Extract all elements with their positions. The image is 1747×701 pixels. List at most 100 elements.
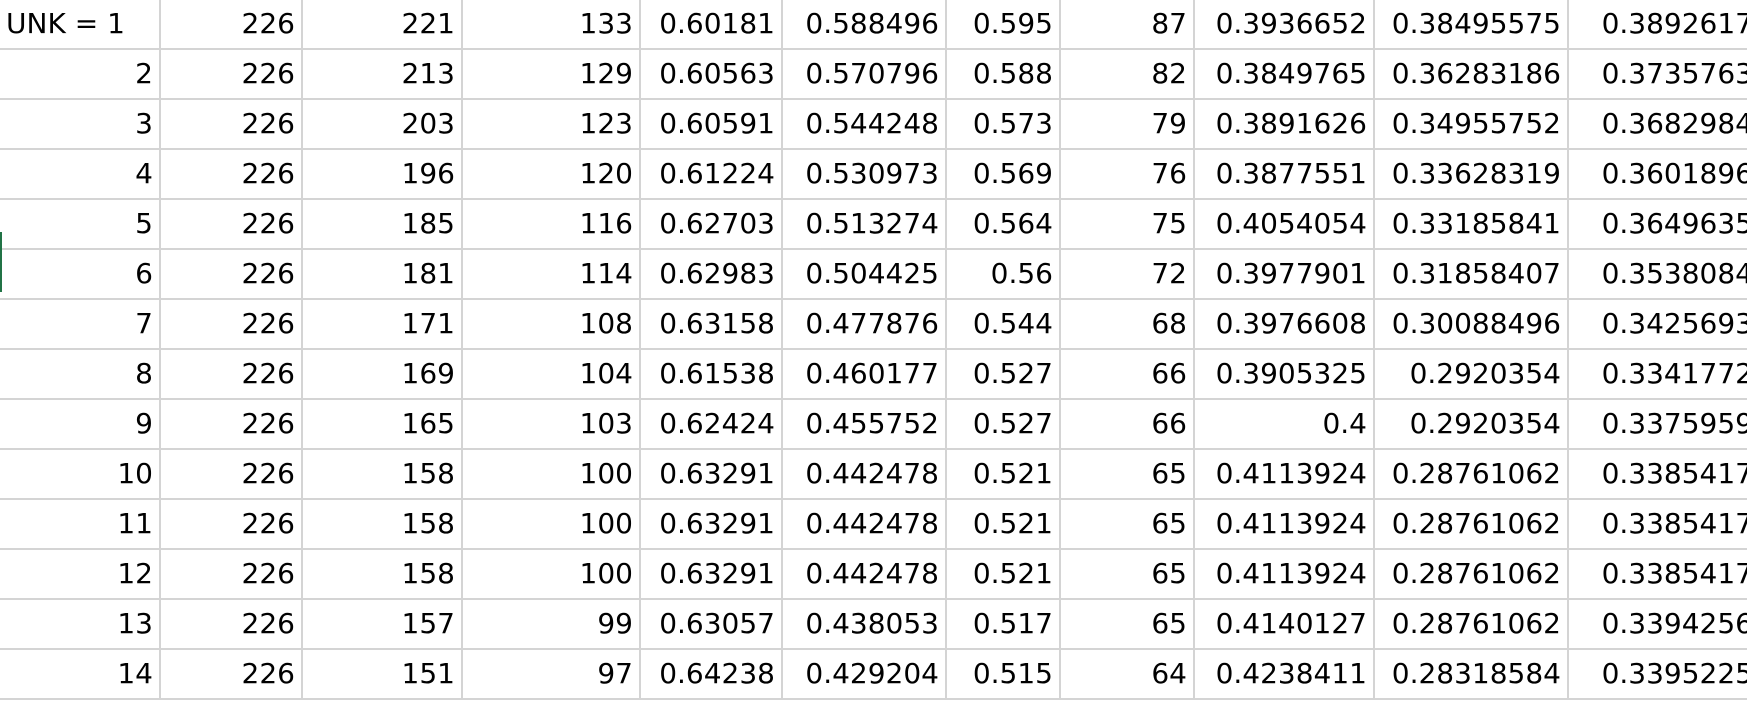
grid-cell[interactable]: 0.61224 [640,149,783,200]
grid-cell[interactable]: 0.4113924 [1194,499,1375,550]
grid-cell[interactable]: 100 [462,549,641,600]
grid-cell[interactable]: 7 [0,299,161,350]
grid-cell[interactable]: 6 [0,249,161,300]
grid-cell[interactable]: 0.429204 [782,649,947,700]
grid-cell[interactable]: 65 [1060,499,1195,550]
grid-cell[interactable]: 185 [302,199,463,250]
grid-cell[interactable]: 0.63291 [640,449,783,500]
grid-cell[interactable]: 0.3936652 [1194,0,1375,50]
grid-cell[interactable]: 226 [160,199,303,250]
grid-cell[interactable]: 0.3892617 [1568,0,1747,50]
grid-cell[interactable]: 0.527 [946,349,1061,400]
grid-cell[interactable]: 0.3735763 [1568,49,1747,100]
grid-cell[interactable]: 226 [160,149,303,200]
grid-cell[interactable]: 87 [1060,0,1195,50]
grid-cell[interactable]: 65 [1060,549,1195,600]
grid-cell[interactable]: 226 [160,499,303,550]
grid-cell[interactable]: 0.4113924 [1194,449,1375,500]
grid-cell[interactable]: 226 [160,399,303,450]
grid-cell[interactable]: 157 [302,599,463,650]
grid-cell[interactable]: 12 [0,549,161,600]
grid-cell[interactable]: 97 [462,649,641,700]
grid-cell[interactable]: 0.62703 [640,199,783,250]
grid-cell[interactable]: 0.4238411 [1194,649,1375,700]
grid-cell[interactable]: 79 [1060,99,1195,150]
grid-cell[interactable]: 158 [302,549,463,600]
grid-cell[interactable]: 226 [160,49,303,100]
grid-cell[interactable]: 0.3425693 [1568,299,1747,350]
grid-cell[interactable]: 0.504425 [782,249,947,300]
grid-cell[interactable]: 65 [1060,449,1195,500]
grid-cell[interactable]: 0.2920354 [1374,399,1569,450]
grid-cell[interactable]: 0.4 [1194,399,1375,450]
grid-cell[interactable]: 75 [1060,199,1195,250]
grid-cell[interactable]: 129 [462,49,641,100]
grid-cell[interactable]: 8 [0,349,161,400]
grid-cell[interactable]: 0.62424 [640,399,783,450]
grid-cell[interactable]: 0.3538084 [1568,249,1747,300]
grid-cell[interactable]: 100 [462,449,641,500]
grid-cell[interactable]: 0.530973 [782,149,947,200]
grid-cell[interactable]: 99 [462,599,641,650]
grid-cell[interactable]: 0.34955752 [1374,99,1569,150]
grid-cell[interactable]: 171 [302,299,463,350]
grid-cell[interactable]: 165 [302,399,463,450]
grid-cell[interactable]: 0.33185841 [1374,199,1569,250]
grid-cell[interactable]: 13 [0,599,161,650]
grid-cell[interactable]: 158 [302,449,463,500]
grid-cell[interactable]: 0.62983 [640,249,783,300]
grid-cell[interactable]: 0.570796 [782,49,947,100]
grid-cell[interactable]: 65 [1060,599,1195,650]
grid-cell[interactable]: 11 [0,499,161,550]
grid-cell[interactable]: 5 [0,199,161,250]
grid-cell[interactable]: 0.588496 [782,0,947,50]
grid-cell[interactable]: 0.521 [946,449,1061,500]
grid-cell[interactable]: 133 [462,0,641,50]
grid-cell[interactable]: 226 [160,349,303,400]
grid-cell[interactable]: 226 [160,249,303,300]
grid-cell[interactable]: 0.460177 [782,349,947,400]
grid-cell[interactable]: 0.63291 [640,549,783,600]
grid-cell[interactable]: 0.30088496 [1374,299,1569,350]
grid-cell[interactable]: 0.28761062 [1374,549,1569,600]
grid-cell[interactable]: 66 [1060,349,1195,400]
grid-cell[interactable]: 14 [0,649,161,700]
grid-cell[interactable]: 226 [160,99,303,150]
grid-cell[interactable]: 0.527 [946,399,1061,450]
grid-cell[interactable]: 0.28761062 [1374,449,1569,500]
grid-cell[interactable]: 104 [462,349,641,400]
grid-cell[interactable]: 72 [1060,249,1195,300]
grid-cell[interactable]: 9 [0,399,161,450]
grid-cell[interactable]: 0.521 [946,499,1061,550]
grid-cell[interactable]: 0.36283186 [1374,49,1569,100]
grid-cell[interactable]: 120 [462,149,641,200]
grid-cell[interactable]: 0.3375959 [1568,399,1747,450]
grid-cell[interactable]: 116 [462,199,641,250]
grid-cell[interactable]: 213 [302,49,463,100]
grid-cell[interactable]: 0.517 [946,599,1061,650]
grid-cell[interactable]: 0.28761062 [1374,599,1569,650]
grid-cell[interactable]: 0.4113924 [1194,549,1375,600]
grid-cell[interactable]: 103 [462,399,641,450]
grid-cell[interactable]: 0.3682984 [1568,99,1747,150]
grid-cell[interactable]: 0.63291 [640,499,783,550]
grid-cell[interactable]: 2 [0,49,161,100]
grid-cell[interactable]: 0.564 [946,199,1061,250]
grid-cell[interactable]: 226 [160,0,303,50]
grid-cell[interactable]: 0.438053 [782,599,947,650]
grid-cell[interactable]: 0.588 [946,49,1061,100]
grid-cell[interactable]: 0.513274 [782,199,947,250]
grid-cell[interactable]: 226 [160,649,303,700]
grid-cell[interactable]: 108 [462,299,641,350]
grid-cell[interactable]: 0.3905325 [1194,349,1375,400]
grid-cell[interactable]: 0.3649635 [1568,199,1747,250]
grid-cell[interactable]: 0.2920354 [1374,349,1569,400]
grid-cell[interactable]: 3 [0,99,161,150]
grid-cell[interactable]: 0.521 [946,549,1061,600]
grid-cell[interactable]: 196 [302,149,463,200]
grid-cell[interactable]: UNK = 1 [0,0,161,50]
grid-cell[interactable]: 0.3394256 [1568,599,1747,650]
grid-cell[interactable]: 0.38495575 [1374,0,1569,50]
grid-cell[interactable]: 226 [160,549,303,600]
grid-cell[interactable]: 0.28318584 [1374,649,1569,700]
